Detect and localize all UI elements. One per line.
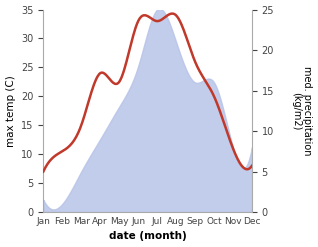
Y-axis label: med. precipitation
(kg/m2): med. precipitation (kg/m2): [291, 66, 313, 156]
Y-axis label: max temp (C): max temp (C): [5, 75, 16, 147]
X-axis label: date (month): date (month): [109, 231, 187, 242]
